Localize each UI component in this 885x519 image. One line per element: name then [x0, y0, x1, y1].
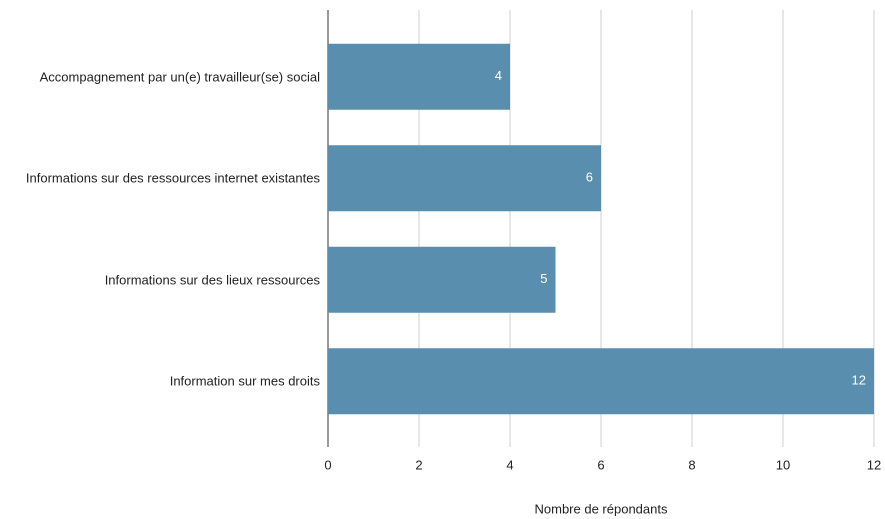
bar [328, 246, 556, 313]
x-tick-label: 6 [597, 457, 604, 472]
data-label: 4 [495, 68, 502, 83]
x-tick-label: 2 [415, 457, 422, 472]
bar [328, 145, 601, 212]
category-label: Informations sur des ressources internet… [25, 170, 320, 186]
bar [328, 348, 874, 415]
x-tick-label: 10 [776, 457, 790, 472]
category-label: Accompagnement par un(e) travailleur(se)… [39, 69, 320, 85]
x-tick-label: 8 [688, 457, 695, 472]
x-axis-label: Nombre de répondants [535, 501, 668, 516]
category-label: Informations sur des lieux ressources [104, 272, 320, 288]
data-label: 5 [540, 271, 547, 286]
x-tick-label: 4 [506, 457, 513, 472]
data-label: 6 [586, 170, 593, 185]
data-label: 12 [852, 373, 866, 388]
x-tick-label: 12 [867, 457, 881, 472]
x-tick-label: 0 [324, 457, 331, 472]
bar [328, 43, 510, 110]
category-label: Information sur mes droits [169, 373, 320, 389]
